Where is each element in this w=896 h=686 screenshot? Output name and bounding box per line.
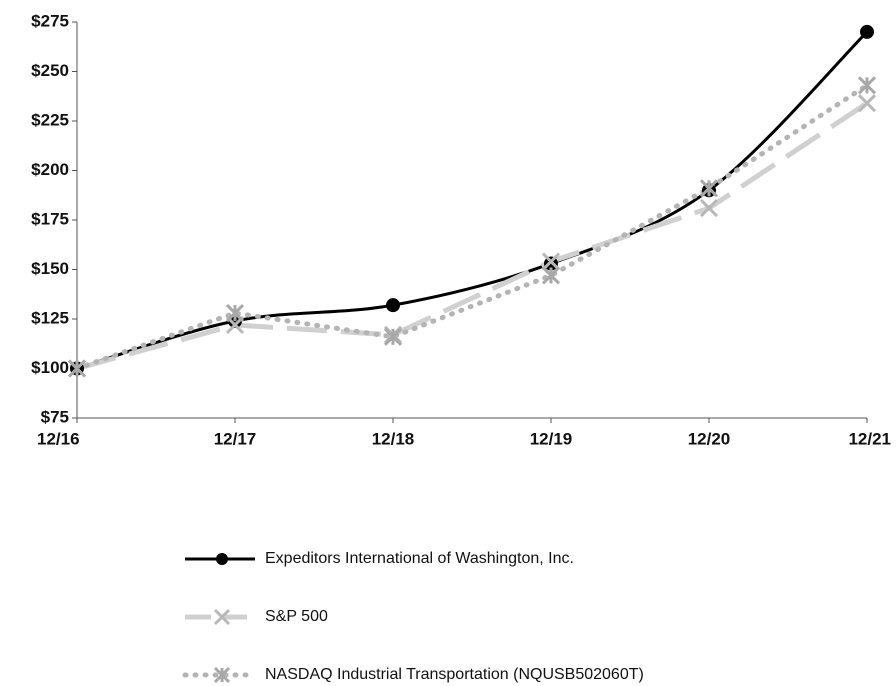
legend-label: S&P 500	[265, 608, 328, 625]
point	[386, 298, 400, 313]
series-line	[74, 82, 870, 371]
x-tick-label: 12/18	[372, 429, 415, 448]
legend-marker	[216, 553, 228, 565]
point	[857, 76, 877, 95]
y-tick-label: $250	[31, 61, 69, 80]
point	[699, 179, 719, 198]
y-tick-label: $200	[31, 160, 69, 179]
y-tick-label: $225	[31, 110, 69, 129]
legend-label: NASDAQ Industrial Transportation (NQUSB5…	[265, 666, 644, 683]
point	[383, 327, 403, 346]
point-glyph	[857, 94, 877, 113]
point	[699, 199, 719, 218]
y-tick-label: $275	[31, 11, 69, 30]
point	[860, 24, 874, 39]
x-tick-label: 12/21	[848, 429, 891, 448]
x-tick-label: 12/19	[530, 429, 573, 448]
y-tick-label: $75	[41, 407, 69, 426]
legend-label: Expeditors International of Washington, …	[265, 550, 574, 567]
point	[67, 359, 87, 378]
legend-item: Expeditors International of Washington, …	[185, 550, 574, 567]
x-tick-label: 12/17	[214, 429, 257, 448]
y-tick-label: $125	[31, 308, 69, 327]
y-tick-label: $100	[31, 358, 69, 377]
point	[541, 252, 561, 271]
legend-marker	[213, 608, 231, 626]
legend-marker	[213, 666, 231, 684]
point-glyph	[541, 252, 561, 271]
series-line	[76, 30, 869, 370]
legend-item: NASDAQ Industrial Transportation (NQUSB5…	[182, 666, 644, 684]
x-tick-label: 12/20	[688, 429, 731, 448]
point	[225, 303, 245, 323]
point-glyph	[699, 199, 719, 218]
series-line	[76, 101, 869, 371]
y-tick-label: $150	[31, 259, 69, 278]
point	[857, 94, 877, 113]
point	[541, 266, 561, 285]
legend-item: S&P 500	[185, 608, 328, 625]
y-tick-label: $175	[31, 209, 69, 228]
x-tick-label: 12/16	[37, 429, 80, 448]
